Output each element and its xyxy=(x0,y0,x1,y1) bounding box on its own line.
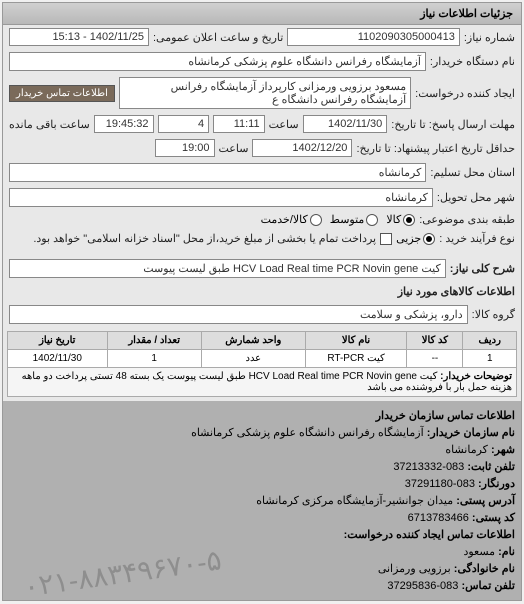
radio-medium[interactable]: متوسط xyxy=(330,213,379,226)
contact-name-label: نام: xyxy=(498,546,515,558)
remaining-days-field: 4 xyxy=(158,115,210,133)
summary-label: شرح کلی نیاز: xyxy=(450,262,515,275)
cell-date: 1402/11/30 xyxy=(8,350,108,368)
col-name: نام کالا xyxy=(305,332,407,350)
desc-text: کیت HCV Load Real time PCR Novin gene طب… xyxy=(22,371,512,393)
summary-field: کیت HCV Load Real time PCR Novin gene طب… xyxy=(9,259,446,278)
goods-table: ردیف کد کالا نام کالا واحد شمارش تعداد /… xyxy=(7,331,517,397)
announce-field: 1402/11/25 - 15:13 xyxy=(9,28,149,46)
panel-header: جزئیات اطلاعات نیاز xyxy=(3,3,521,25)
validity-time-field: 19:00 xyxy=(155,139,215,157)
cell-row: 1 xyxy=(463,350,517,368)
desc-label: توضیحات خریدار: xyxy=(440,371,512,382)
announce-label: تاریخ و ساعت اعلان عمومی: xyxy=(153,31,283,44)
cell-qty: 1 xyxy=(107,350,201,368)
contact-province: کرمانشاه xyxy=(445,444,488,456)
col-row: ردیف xyxy=(463,332,517,350)
contact-province-label: شهر: xyxy=(491,444,515,456)
contact-name: مسعود xyxy=(463,546,495,558)
number-field: 1102090305000413 xyxy=(287,28,459,46)
group-label: گروه کالا: xyxy=(472,308,515,321)
contact-org-label: نام سازمان خریدار: xyxy=(427,427,515,439)
validity-label: حداقل تاریخ اعتبار پیشنهاد: تا تاریخ: xyxy=(356,142,515,155)
table-row: 1 -- کیت RT-PCR عدد 1 1402/11/30 xyxy=(8,350,517,368)
radio-goods-icon xyxy=(403,214,415,226)
response-date-field: 1402/11/30 xyxy=(303,115,388,133)
number-label: شماره نیاز: xyxy=(464,31,515,44)
contact-postal: 6713783466 xyxy=(408,512,469,524)
contact-phone-label: تلفن تماس: xyxy=(461,580,515,592)
province-label: استان محل تسلیم: xyxy=(430,166,515,179)
contact-button[interactable]: اطلاعات تماس خریدار xyxy=(9,85,115,102)
province-field: کرمانشاه xyxy=(9,163,426,182)
city-label: شهر محل تحویل: xyxy=(437,191,515,204)
radio-medium-icon xyxy=(366,214,378,226)
contact-address: میدان جوانشیر-آزمایشگاه مرکزی کرمانشاه xyxy=(256,495,453,507)
group-field: دارو، پزشکی و سلامت xyxy=(9,305,468,324)
contact-family-label: نام خانوادگی: xyxy=(454,563,515,575)
purchase-note: پرداخت تمام یا بخشی از مبلغ خرید،از محل … xyxy=(33,232,376,245)
col-qty: تعداد / مقدار xyxy=(107,332,201,350)
budget-label: طبقه بندی موضوعی: xyxy=(419,213,515,226)
radio-partial-label: جزیی xyxy=(396,232,421,245)
contact-phone: 083-37295836 xyxy=(387,580,458,592)
contact-section: اطلاعات تماس سازمان خریدار نام سازمان خر… xyxy=(3,401,521,600)
radio-service-icon xyxy=(310,214,322,226)
col-code: کد کالا xyxy=(407,332,463,350)
radio-goods-label: کالا xyxy=(386,213,401,226)
response-deadline-label: مهلت ارسال پاسخ: تا تاریخ: xyxy=(391,118,515,131)
radio-service[interactable]: کالا/خدمت xyxy=(261,213,322,226)
desc-row: توضیحات خریدار: کیت HCV Load Real time P… xyxy=(8,368,517,397)
radio-service-label: کالا/خدمت xyxy=(261,213,308,226)
response-time-field: 11:11 xyxy=(213,115,265,133)
creator-field: مسعود برزویی ورمزانی کارپرداز آزمایشگاه … xyxy=(119,77,411,109)
contact-fax: 083-37291180 xyxy=(405,478,475,490)
col-unit: واحد شمارش xyxy=(201,332,305,350)
req-contact-label: اطلاعات تماس ایجاد کننده درخواست: xyxy=(9,526,515,543)
validity-date-field: 1402/12/20 xyxy=(252,139,352,157)
cell-code: -- xyxy=(407,350,463,368)
buyer-org-label: نام دستگاه خریدار: xyxy=(430,55,515,68)
radio-partial-icon xyxy=(423,233,435,245)
cell-name: کیت RT-PCR xyxy=(305,350,407,368)
contact-fax-label: دورنگار: xyxy=(478,478,515,490)
contact-tel-label: تلفن ثابت: xyxy=(467,461,515,473)
cell-unit: عدد xyxy=(201,350,305,368)
contact-title: اطلاعات تماس سازمان خریدار xyxy=(9,407,515,424)
validity-time-label: ساعت xyxy=(219,142,249,155)
contact-address-label: آدرس پستی: xyxy=(456,495,515,507)
remaining-time-label: ساعت باقی مانده xyxy=(9,118,90,131)
col-date: تاریخ نیاز xyxy=(8,332,108,350)
category-radio-group: کالا متوسط کالا/خدمت xyxy=(261,213,416,226)
city-field: کرمانشاه xyxy=(9,188,433,207)
purchase-type-label: نوع فرآیند خرید : xyxy=(439,232,515,245)
contact-postal-label: کد پستی: xyxy=(472,512,515,524)
radio-goods[interactable]: کالا xyxy=(386,213,415,226)
treasury-checkbox[interactable] xyxy=(380,233,392,245)
contact-org: آزمایشگاه رفرانس دانشگاه علوم پزشکی کرما… xyxy=(191,427,424,439)
radio-partial[interactable]: جزیی xyxy=(396,232,435,245)
creator-label: ایجاد کننده درخواست: xyxy=(415,87,515,100)
remaining-time-field: 19:45:32 xyxy=(94,115,154,133)
goods-section-title: اطلاعات کالاهای مورد نیاز xyxy=(3,281,521,302)
radio-medium-label: متوسط xyxy=(330,213,365,226)
response-time-label: ساعت xyxy=(269,118,299,131)
contact-family: برزویی ورمزانی xyxy=(378,563,451,575)
buyer-org-field: آزمایشگاه رفرانس دانشگاه علوم پزشکی کرما… xyxy=(9,52,426,71)
contact-tel: 083-37213332 xyxy=(393,461,464,473)
